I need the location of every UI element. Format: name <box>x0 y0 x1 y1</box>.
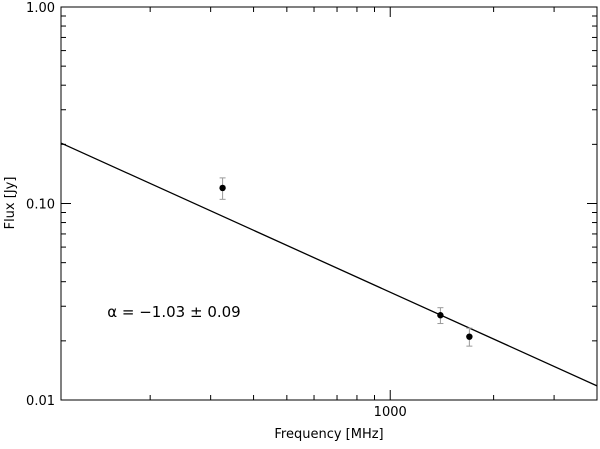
minor-ticks <box>61 7 598 400</box>
major-ticks <box>61 6 597 401</box>
plot-frame <box>60 6 598 401</box>
tick-labels: 0.01 0.10 1.00 1000 <box>26 1 407 420</box>
spectral-index-annotation: α = −1.03 ± 0.09 <box>107 303 240 321</box>
fit-line-group <box>60 142 598 387</box>
data-point <box>466 333 473 340</box>
y-tick-label: 0.10 <box>26 198 55 213</box>
data-point <box>437 312 444 319</box>
data-points <box>219 184 473 340</box>
x-axis-label: Frequency [MHz] <box>274 427 383 442</box>
fit-line <box>60 142 598 387</box>
error-bars <box>219 177 473 347</box>
y-tick-label: 0.01 <box>26 394 55 409</box>
y-tick-label: 1.00 <box>26 1 55 16</box>
y-axis-label: Flux [Jy] <box>3 177 18 230</box>
x-tick-label: 1000 <box>374 405 407 420</box>
data-point <box>219 184 226 192</box>
